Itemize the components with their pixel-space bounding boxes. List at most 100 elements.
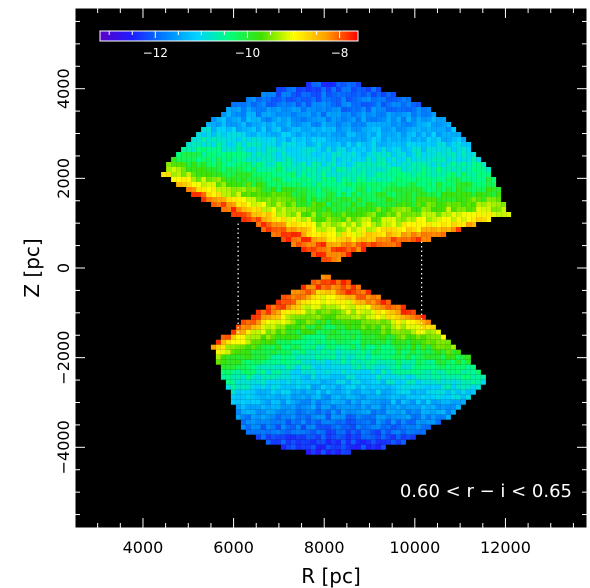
heatmap-cell — [245, 399, 251, 405]
heatmap-cell — [231, 137, 237, 142]
heatmap-cell — [240, 389, 246, 395]
heatmap-cell — [381, 132, 387, 137]
heatmap-cell — [425, 399, 431, 405]
heatmap-cell — [421, 237, 427, 242]
heatmap-cell — [331, 152, 337, 157]
heatmap-cell — [306, 167, 312, 172]
heatmap-cell — [361, 227, 367, 232]
heatmap-cell — [456, 182, 462, 187]
heatmap-cell — [460, 389, 466, 395]
heatmap-cell — [351, 242, 357, 247]
heatmap-cell — [441, 157, 447, 162]
heatmap-cell — [381, 157, 387, 162]
heatmap-cell — [441, 232, 447, 237]
heatmap-cell — [411, 192, 417, 197]
heatmap-cell — [395, 309, 401, 315]
heatmap-cell — [320, 309, 326, 315]
heatmap-cell — [451, 152, 457, 157]
heatmap-cell — [286, 192, 292, 197]
heatmap-cell — [275, 309, 281, 315]
heatmap-cell — [241, 132, 247, 137]
heatmap-cell — [426, 177, 432, 182]
heatmap-cell — [296, 147, 302, 152]
heatmap-cell — [361, 107, 367, 112]
heatmap-cell — [360, 434, 366, 440]
heatmap-cell — [420, 379, 426, 385]
heatmap-cell — [381, 217, 387, 222]
heatmap-cell — [350, 289, 356, 295]
heatmap-cell — [391, 202, 397, 207]
heatmap-cell — [380, 339, 386, 345]
heatmap-cell — [281, 217, 287, 222]
heatmap-cell — [251, 117, 257, 122]
heatmap-cell — [285, 429, 291, 435]
heatmap-cell — [285, 399, 291, 405]
heatmap-cell — [345, 434, 351, 440]
heatmap-cell — [331, 212, 337, 217]
heatmap-cell — [396, 212, 402, 217]
heatmap-cell — [176, 162, 182, 167]
heatmap-cell — [245, 409, 251, 415]
heatmap-cell — [236, 187, 242, 192]
heatmap-cell — [401, 97, 407, 102]
heatmap-cell — [356, 242, 362, 247]
heatmap-cell — [245, 334, 251, 340]
heatmap-cell — [375, 369, 381, 375]
heatmap-cell — [336, 202, 342, 207]
heatmap-cell — [466, 157, 472, 162]
heatmap-cell — [300, 419, 306, 425]
heatmap-cell — [410, 369, 416, 375]
heatmap-cell — [340, 354, 346, 360]
heatmap-cell — [255, 354, 261, 360]
heatmap-cell — [370, 384, 376, 390]
heatmap-cell — [405, 364, 411, 370]
heatmap-cell — [370, 344, 376, 350]
heatmap-cell — [315, 444, 321, 450]
heatmap-cell — [276, 182, 282, 187]
heatmap-cell — [250, 429, 256, 435]
heatmap-cell — [240, 334, 246, 340]
heatmap-cell — [346, 167, 352, 172]
heatmap-cell — [336, 92, 342, 97]
heatmap-cell — [441, 152, 447, 157]
heatmap-cell — [331, 187, 337, 192]
heatmap-cell — [360, 339, 366, 345]
heatmap-cell — [320, 339, 326, 345]
heatmap-cell — [491, 182, 497, 187]
heatmap-cell — [246, 97, 252, 102]
heatmap-cell — [266, 222, 272, 227]
heatmap-cell — [275, 324, 281, 330]
heatmap-cell — [301, 162, 307, 167]
heatmap-cell — [276, 232, 282, 237]
heatmap-cell — [360, 379, 366, 385]
heatmap-cell — [390, 304, 396, 310]
heatmap-cell — [260, 409, 266, 415]
heatmap-cell — [460, 384, 466, 390]
heatmap-cell — [416, 232, 422, 237]
heatmap-cell — [470, 379, 476, 385]
heatmap-cell — [376, 212, 382, 217]
heatmap-cell — [350, 434, 356, 440]
heatmap-cell — [420, 409, 426, 415]
heatmap-cell — [430, 369, 436, 375]
heatmap-cell — [410, 329, 416, 335]
heatmap-cell — [425, 329, 431, 335]
heatmap-cell — [295, 299, 301, 305]
heatmap-cell — [321, 202, 327, 207]
heatmap-cell — [320, 424, 326, 430]
heatmap-cell — [376, 112, 382, 117]
heatmap-cell — [300, 384, 306, 390]
heatmap-cell — [420, 324, 426, 330]
heatmap-cell — [335, 359, 341, 365]
heatmap-cell — [300, 334, 306, 340]
heatmap-cell — [320, 274, 326, 280]
heatmap-cell — [350, 344, 356, 350]
heatmap-cell — [361, 167, 367, 172]
heatmap-cell — [291, 112, 297, 117]
heatmap-cell — [260, 344, 266, 350]
heatmap-cell — [400, 329, 406, 335]
heatmap-cell — [265, 354, 271, 360]
heatmap-cell — [361, 247, 367, 252]
heatmap-cell — [380, 344, 386, 350]
heatmap-cell — [266, 107, 272, 112]
